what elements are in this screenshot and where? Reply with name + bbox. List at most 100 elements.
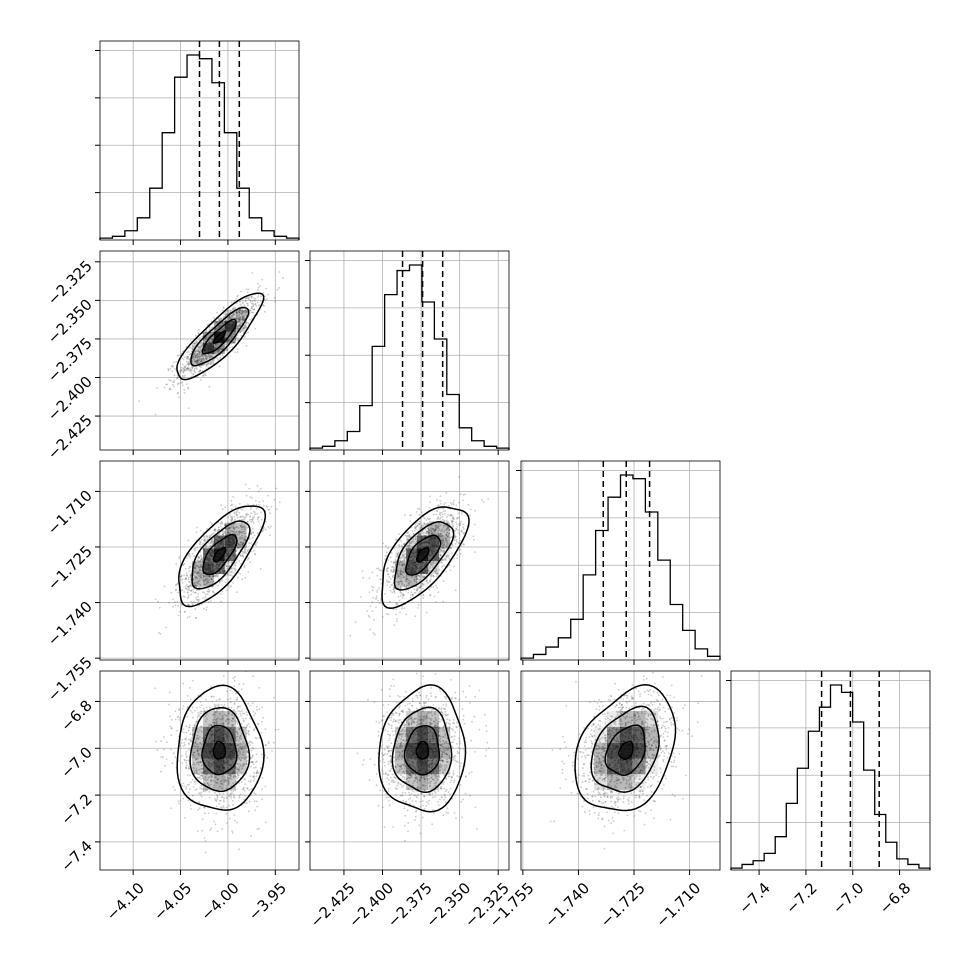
sample-point: [244, 309, 247, 312]
sample-point: [441, 539, 443, 542]
sample-point: [199, 370, 202, 372]
sample-point: [266, 297, 268, 300]
sample-point: [222, 533, 224, 536]
sample-point: [199, 543, 201, 545]
sample-point: [244, 299, 247, 302]
sample-point: [429, 593, 432, 596]
sample-point: [208, 591, 211, 593]
sample-point: [194, 578, 197, 580]
sample-point: [201, 818, 204, 821]
sample-point: [452, 525, 455, 528]
sample-point: [198, 556, 201, 558]
sample-point: [228, 316, 231, 319]
sample-point: [177, 382, 180, 385]
sample-point: [246, 296, 249, 299]
sample-point: [190, 583, 193, 586]
sample-point: [250, 533, 253, 535]
sample-point: [252, 510, 255, 513]
sample-point: [447, 554, 449, 557]
sample-point: [217, 574, 220, 576]
sample-point: [188, 567, 190, 570]
histogram-step: [730, 684, 931, 870]
sample-point: [169, 387, 171, 390]
sample-point: [243, 517, 246, 520]
sample-point: [379, 578, 382, 580]
sample-point: [275, 487, 278, 490]
sample-point: [189, 589, 192, 592]
sample-point: [200, 358, 203, 360]
sample-point: [204, 331, 207, 334]
density-cell: [203, 353, 214, 365]
sample-point: [393, 570, 395, 572]
sample-point: [230, 343, 233, 345]
sample-point: [157, 600, 159, 603]
sample-point: [187, 578, 190, 581]
sample-point: [180, 579, 183, 581]
sample-point: [239, 317, 242, 319]
sample-point: [204, 575, 207, 578]
sample-point: [196, 362, 199, 364]
sample-point: [183, 596, 186, 598]
sample-point: [206, 357, 208, 360]
sample-point: [235, 591, 238, 594]
sample-point: [192, 358, 195, 361]
sample-point: [196, 565, 199, 567]
sample-point: [182, 563, 185, 566]
sample-point: [236, 351, 239, 353]
sample-point: [232, 314, 235, 316]
sample-point: [250, 307, 253, 310]
sample-point: [267, 494, 269, 497]
sample-point: [197, 348, 200, 351]
sample-point: [202, 359, 205, 362]
sample-point: [195, 576, 198, 579]
sample-point: [185, 367, 188, 370]
sample-point: [175, 589, 177, 591]
sample-point: [207, 366, 210, 369]
sample-point: [254, 300, 257, 302]
sample-point: [199, 577, 201, 580]
sample-point: [177, 354, 180, 357]
sample-point: [180, 575, 182, 578]
sample-point: [219, 358, 221, 360]
sample-point: [201, 345, 203, 347]
sample-point: [239, 554, 242, 557]
sample-point: [246, 310, 248, 313]
sample-point: [241, 309, 244, 311]
sample-point: [196, 572, 199, 575]
sample-point: [432, 585, 435, 588]
sample-point: [187, 368, 190, 370]
sample-point: [186, 363, 189, 366]
sample-point: [218, 330, 221, 333]
sample-point: [456, 525, 459, 528]
sample-point: [454, 589, 457, 592]
sample-point: [445, 519, 448, 522]
sample-point: [210, 355, 213, 358]
sample-point: [461, 531, 463, 533]
sample-point: [262, 529, 264, 532]
sample-point: [183, 366, 186, 368]
sample-point: [262, 528, 265, 530]
sample-point: [257, 516, 260, 519]
sample-point: [368, 591, 371, 593]
sample-point: [246, 321, 249, 324]
sample-point: [435, 601, 438, 603]
sample-point: [267, 525, 270, 528]
sample-point: [220, 329, 223, 332]
sample-point: [439, 502, 442, 505]
sample-point: [440, 529, 442, 532]
sample-point: [419, 586, 422, 588]
sample-point: [411, 576, 414, 578]
sample-point: [240, 545, 242, 548]
sample-point: [440, 559, 443, 562]
sample-point: [253, 308, 256, 311]
sample-point: [232, 313, 235, 316]
sample-point: [263, 526, 265, 529]
sample-point: [200, 559, 202, 561]
sample-point: [450, 502, 452, 504]
sample-point: [249, 318, 252, 321]
sample-point: [212, 359, 214, 362]
density-cell: [224, 331, 236, 343]
sample-point: [188, 353, 191, 356]
sample-point: [372, 586, 375, 589]
sample-point: [220, 329, 223, 331]
